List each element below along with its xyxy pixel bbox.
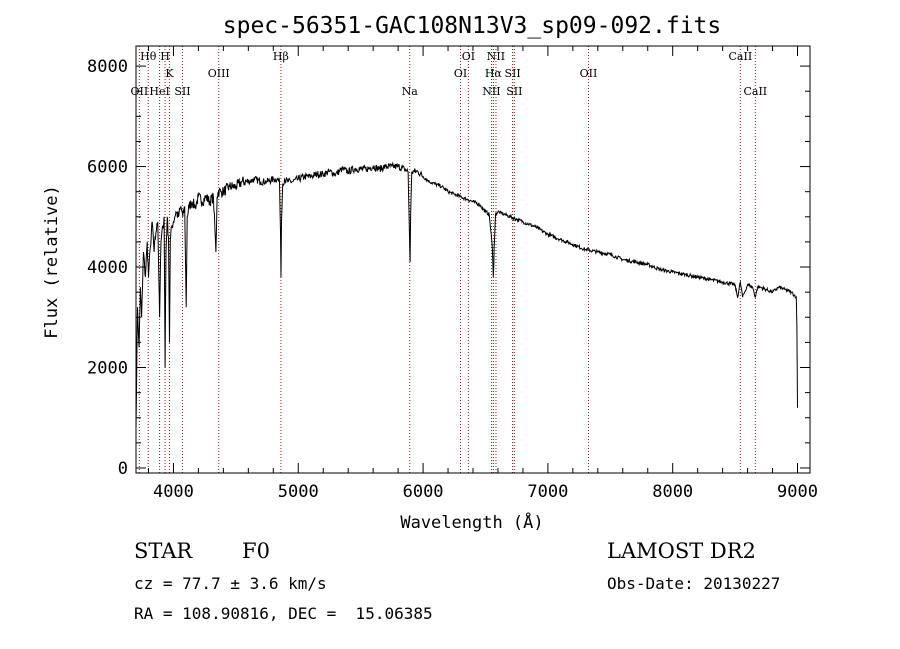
line-label-2: HeI — [149, 85, 169, 98]
y-tick-label: 4000 — [87, 258, 128, 278]
line-label-7: Hβ — [273, 50, 289, 63]
x-tick-label: 5000 — [278, 482, 319, 502]
x-tick-label: 9000 — [777, 482, 818, 502]
survey-name: LAMOST DR2 — [607, 539, 756, 563]
y-axis-ticks: 0 2000 4000 6000 8000 — [87, 57, 810, 479]
line-label-0: Hθ — [140, 50, 157, 63]
redshift-text: cz = 77.7 ± 3.6 km/s — [134, 574, 327, 593]
x-tick-label: 7000 — [527, 482, 568, 502]
spectrum-line — [135, 161, 798, 428]
x-tick-label: 8000 — [652, 482, 693, 502]
line-label-16: OII — [580, 67, 598, 80]
x-axis-label: Wavelength (Å) — [400, 511, 543, 533]
line-label-9: OI — [454, 67, 467, 80]
obs-date: Obs-Date: 20130227 — [607, 574, 781, 593]
x-axis-ticks: 4000 5000 6000 7000 8000 9000 — [147, 46, 818, 502]
line-label-11: NII — [482, 85, 500, 98]
line-label-5: SII — [174, 85, 190, 98]
y-tick-label: 8000 — [87, 57, 128, 77]
y-tick-label: 2000 — [87, 359, 128, 379]
line-label-14: SII — [504, 67, 520, 80]
line-label-12: NII — [487, 50, 505, 63]
y-tick-label: 0 — [118, 459, 128, 479]
line-label-6: OIII — [208, 67, 230, 80]
line-label-4: K — [165, 67, 174, 80]
line-label-17: CaII — [729, 50, 753, 63]
y-axis-label: Flux (relative) — [42, 185, 62, 339]
line-label-8: Na — [402, 85, 419, 98]
x-tick-label: 6000 — [403, 482, 444, 502]
spectral-line-markers — [138, 46, 756, 473]
chart-title: spec-56351-GAC108N13V3_sp09-092.fits — [223, 13, 722, 39]
x-tick-label: 4000 — [153, 482, 194, 502]
line-label-10: OI — [462, 50, 475, 63]
line-label-13: Hα — [485, 67, 503, 80]
line-label-18: CaII — [743, 85, 767, 98]
object-subclass: F0 — [242, 539, 270, 563]
line-label-3: H — [160, 50, 170, 63]
coordinates: RA = 108.90816, DEC = 15.06385 — [134, 604, 433, 623]
plot-frame — [135, 45, 811, 474]
line-label-15: SII — [506, 85, 522, 98]
y-tick-label: 6000 — [87, 158, 128, 178]
object-class: STAR — [134, 539, 193, 563]
